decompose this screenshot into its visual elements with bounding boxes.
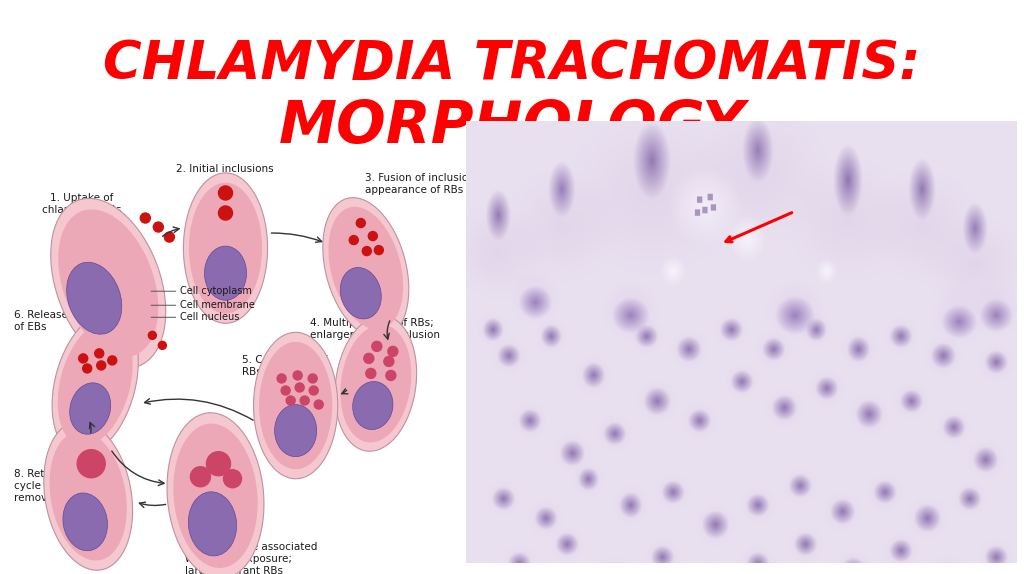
Circle shape bbox=[309, 386, 318, 395]
Ellipse shape bbox=[188, 492, 237, 556]
Text: Cell membrane: Cell membrane bbox=[180, 300, 255, 311]
Circle shape bbox=[386, 370, 396, 381]
Circle shape bbox=[223, 470, 242, 488]
Text: 7. Persistence associated
with IFN-γ exposure;
large aberrant RBs: 7. Persistence associated with IFN-γ exp… bbox=[185, 542, 317, 574]
Ellipse shape bbox=[70, 383, 111, 435]
Circle shape bbox=[375, 246, 383, 255]
Ellipse shape bbox=[51, 199, 166, 368]
Ellipse shape bbox=[57, 321, 133, 445]
Ellipse shape bbox=[49, 431, 127, 561]
Circle shape bbox=[94, 349, 103, 358]
Circle shape bbox=[159, 342, 166, 350]
Ellipse shape bbox=[62, 493, 108, 550]
Circle shape bbox=[366, 369, 376, 378]
Ellipse shape bbox=[58, 210, 159, 357]
Ellipse shape bbox=[329, 207, 403, 329]
Text: 1. Uptake of
chlamydial EBs: 1. Uptake of chlamydial EBs bbox=[42, 193, 122, 215]
Circle shape bbox=[154, 222, 164, 232]
Circle shape bbox=[364, 354, 374, 363]
Text: Cell nucleus: Cell nucleus bbox=[180, 312, 240, 322]
Circle shape bbox=[165, 232, 174, 242]
Ellipse shape bbox=[352, 382, 393, 429]
Circle shape bbox=[356, 219, 366, 227]
Ellipse shape bbox=[52, 312, 138, 455]
Ellipse shape bbox=[205, 246, 247, 300]
Circle shape bbox=[218, 206, 232, 220]
Text: CHLAMYDIA TRACHOMATIS:: CHLAMYDIA TRACHOMATIS: bbox=[103, 38, 921, 90]
Ellipse shape bbox=[173, 424, 258, 568]
Circle shape bbox=[362, 247, 372, 255]
Text: 4. Multiplication of RBs;
enlargement of inclusion: 4. Multiplication of RBs; enlargement of… bbox=[310, 318, 440, 340]
Ellipse shape bbox=[167, 413, 264, 574]
Text: 6. Release
of EBs: 6. Release of EBs bbox=[14, 310, 68, 332]
Circle shape bbox=[207, 452, 230, 476]
Ellipse shape bbox=[340, 324, 412, 443]
Circle shape bbox=[140, 213, 151, 223]
Circle shape bbox=[77, 449, 105, 478]
Circle shape bbox=[372, 342, 382, 351]
Ellipse shape bbox=[44, 421, 132, 570]
Circle shape bbox=[96, 361, 105, 370]
Circle shape bbox=[349, 235, 358, 245]
Ellipse shape bbox=[340, 267, 381, 319]
Circle shape bbox=[369, 231, 377, 241]
Circle shape bbox=[388, 346, 398, 356]
Ellipse shape bbox=[67, 262, 122, 334]
Circle shape bbox=[218, 186, 232, 200]
Circle shape bbox=[293, 371, 302, 380]
Circle shape bbox=[295, 383, 304, 392]
Ellipse shape bbox=[254, 332, 338, 479]
Text: Cell cytoplasm: Cell cytoplasm bbox=[180, 286, 252, 296]
Circle shape bbox=[83, 364, 92, 373]
Ellipse shape bbox=[274, 405, 316, 457]
Circle shape bbox=[308, 374, 317, 383]
Circle shape bbox=[108, 356, 117, 365]
Circle shape bbox=[148, 331, 157, 339]
Text: 5. Conversion of
RBs to EBs: 5. Conversion of RBs to EBs bbox=[242, 355, 328, 377]
Circle shape bbox=[278, 374, 286, 383]
Ellipse shape bbox=[335, 316, 417, 451]
Ellipse shape bbox=[188, 183, 262, 313]
Text: 8. Return to normal
cycle with IFN-γ
removal: 8. Return to normal cycle with IFN-γ rem… bbox=[14, 470, 116, 503]
Ellipse shape bbox=[259, 342, 332, 469]
Text: 2. Initial inclusions: 2. Initial inclusions bbox=[176, 164, 273, 174]
Circle shape bbox=[300, 396, 309, 405]
Circle shape bbox=[190, 467, 211, 487]
Circle shape bbox=[282, 386, 290, 395]
Ellipse shape bbox=[183, 173, 267, 323]
Ellipse shape bbox=[323, 197, 409, 339]
Circle shape bbox=[286, 396, 295, 405]
Circle shape bbox=[314, 400, 324, 409]
Circle shape bbox=[79, 354, 88, 363]
Text: MORPHOLOGY: MORPHOLOGY bbox=[279, 98, 745, 154]
Circle shape bbox=[384, 356, 394, 366]
Text: 3. Fusion of inclusions;
appearance of RBs: 3. Fusion of inclusions; appearance of R… bbox=[365, 173, 484, 195]
